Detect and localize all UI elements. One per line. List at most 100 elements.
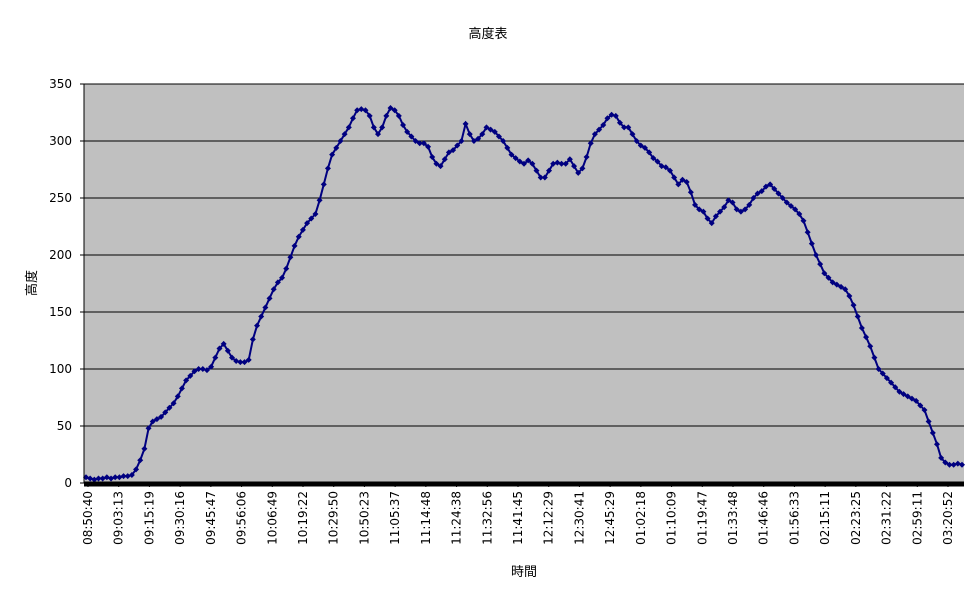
x-tick-label: 10:06:49 xyxy=(265,491,279,545)
data-point xyxy=(324,165,331,172)
data-point xyxy=(99,475,106,482)
data-point xyxy=(871,354,878,361)
x-tick-label: 02:31:22 xyxy=(880,491,894,545)
x-tick-label: 09:03:13 xyxy=(112,491,126,545)
data-point xyxy=(921,407,928,414)
data-point xyxy=(587,140,594,147)
y-tick-label: 300 xyxy=(49,134,72,148)
data-point xyxy=(454,142,461,149)
data-point xyxy=(800,217,807,224)
data-point xyxy=(641,144,648,151)
data-point xyxy=(458,138,465,144)
data-point xyxy=(308,215,315,222)
data-point xyxy=(692,201,699,208)
data-point xyxy=(124,473,131,480)
data-point xyxy=(333,144,340,151)
data-point xyxy=(554,159,561,166)
data-point xyxy=(329,151,336,158)
data-point xyxy=(900,391,907,398)
x-tick-label: 11:32:56 xyxy=(480,491,494,545)
x-tick-label: 01:10:09 xyxy=(665,491,679,545)
data-point xyxy=(696,206,703,213)
data-point xyxy=(792,206,799,213)
gridlines xyxy=(84,83,964,427)
y-tick-label: 50 xyxy=(57,419,72,433)
data-point xyxy=(908,395,915,402)
data-point xyxy=(429,153,436,160)
data-point xyxy=(850,302,857,309)
data-point xyxy=(387,104,394,111)
data-point xyxy=(191,368,198,375)
data-point xyxy=(450,147,457,154)
data-point xyxy=(241,359,248,366)
y-tick-label: 200 xyxy=(49,248,72,262)
data-point xyxy=(658,163,665,170)
data-point xyxy=(445,149,452,156)
x-axis-ticks: 08:50:40 09:03:13 09:15:19 09:30:16 09:45:47… xyxy=(81,483,955,545)
x-tick-label: 01:19:47 xyxy=(695,491,709,545)
data-point xyxy=(913,397,920,404)
data-point xyxy=(483,124,490,131)
data-point xyxy=(295,233,302,240)
x-tick-label: 11:14:48 xyxy=(419,491,433,545)
data-point xyxy=(708,220,715,227)
data-point xyxy=(633,138,640,144)
data-point xyxy=(646,149,653,156)
data-point xyxy=(341,131,348,138)
data-point xyxy=(833,281,840,288)
data-point xyxy=(675,181,682,188)
data-point xyxy=(938,454,945,461)
data-point xyxy=(358,106,365,113)
data-point xyxy=(771,185,778,192)
data-point xyxy=(233,358,240,365)
x-tick-label: 02:59:11 xyxy=(910,491,924,545)
data-point xyxy=(475,135,482,142)
data-point xyxy=(537,174,544,181)
data-point xyxy=(654,158,661,165)
data-point xyxy=(783,199,790,206)
data-point xyxy=(896,388,903,395)
x-tick-label: 03:20:52 xyxy=(941,491,955,545)
data-point xyxy=(316,197,323,204)
x-tick-label: 01:33:48 xyxy=(726,491,740,545)
data-point xyxy=(145,425,152,432)
data-point xyxy=(737,208,744,215)
data-point xyxy=(875,366,882,372)
data-point xyxy=(158,413,165,420)
data-point xyxy=(838,283,845,290)
x-tick-label: 11:41:45 xyxy=(511,491,525,545)
data-point xyxy=(925,418,932,425)
series-altitude xyxy=(83,104,965,483)
data-point xyxy=(141,445,148,452)
data-point xyxy=(579,165,586,172)
x-tick-label: 10:50:23 xyxy=(357,491,371,545)
x-tick-label: 08:50:40 xyxy=(81,491,95,545)
data-point xyxy=(408,133,415,140)
data-point xyxy=(608,111,615,118)
data-point xyxy=(441,156,448,163)
data-point xyxy=(683,179,690,186)
data-point xyxy=(500,138,507,144)
data-point xyxy=(892,384,899,391)
data-point xyxy=(583,153,590,160)
x-tick-label: 09:56:06 xyxy=(235,491,249,545)
data-point xyxy=(954,460,961,467)
data-point xyxy=(199,366,206,372)
data-point xyxy=(762,183,769,190)
data-point xyxy=(825,274,832,281)
data-point xyxy=(203,367,210,374)
x-tick-label: 11:05:37 xyxy=(388,491,402,545)
data-point xyxy=(212,354,219,361)
data-point xyxy=(767,181,774,188)
data-point xyxy=(750,195,757,201)
data-point xyxy=(299,226,306,233)
data-point xyxy=(249,336,256,343)
data-point xyxy=(950,461,957,468)
data-point xyxy=(479,131,486,138)
data-point xyxy=(546,167,553,174)
data-point xyxy=(470,138,477,144)
data-point xyxy=(425,143,432,150)
data-point xyxy=(883,375,890,382)
data-point xyxy=(637,142,644,149)
plot-area xyxy=(84,84,964,483)
